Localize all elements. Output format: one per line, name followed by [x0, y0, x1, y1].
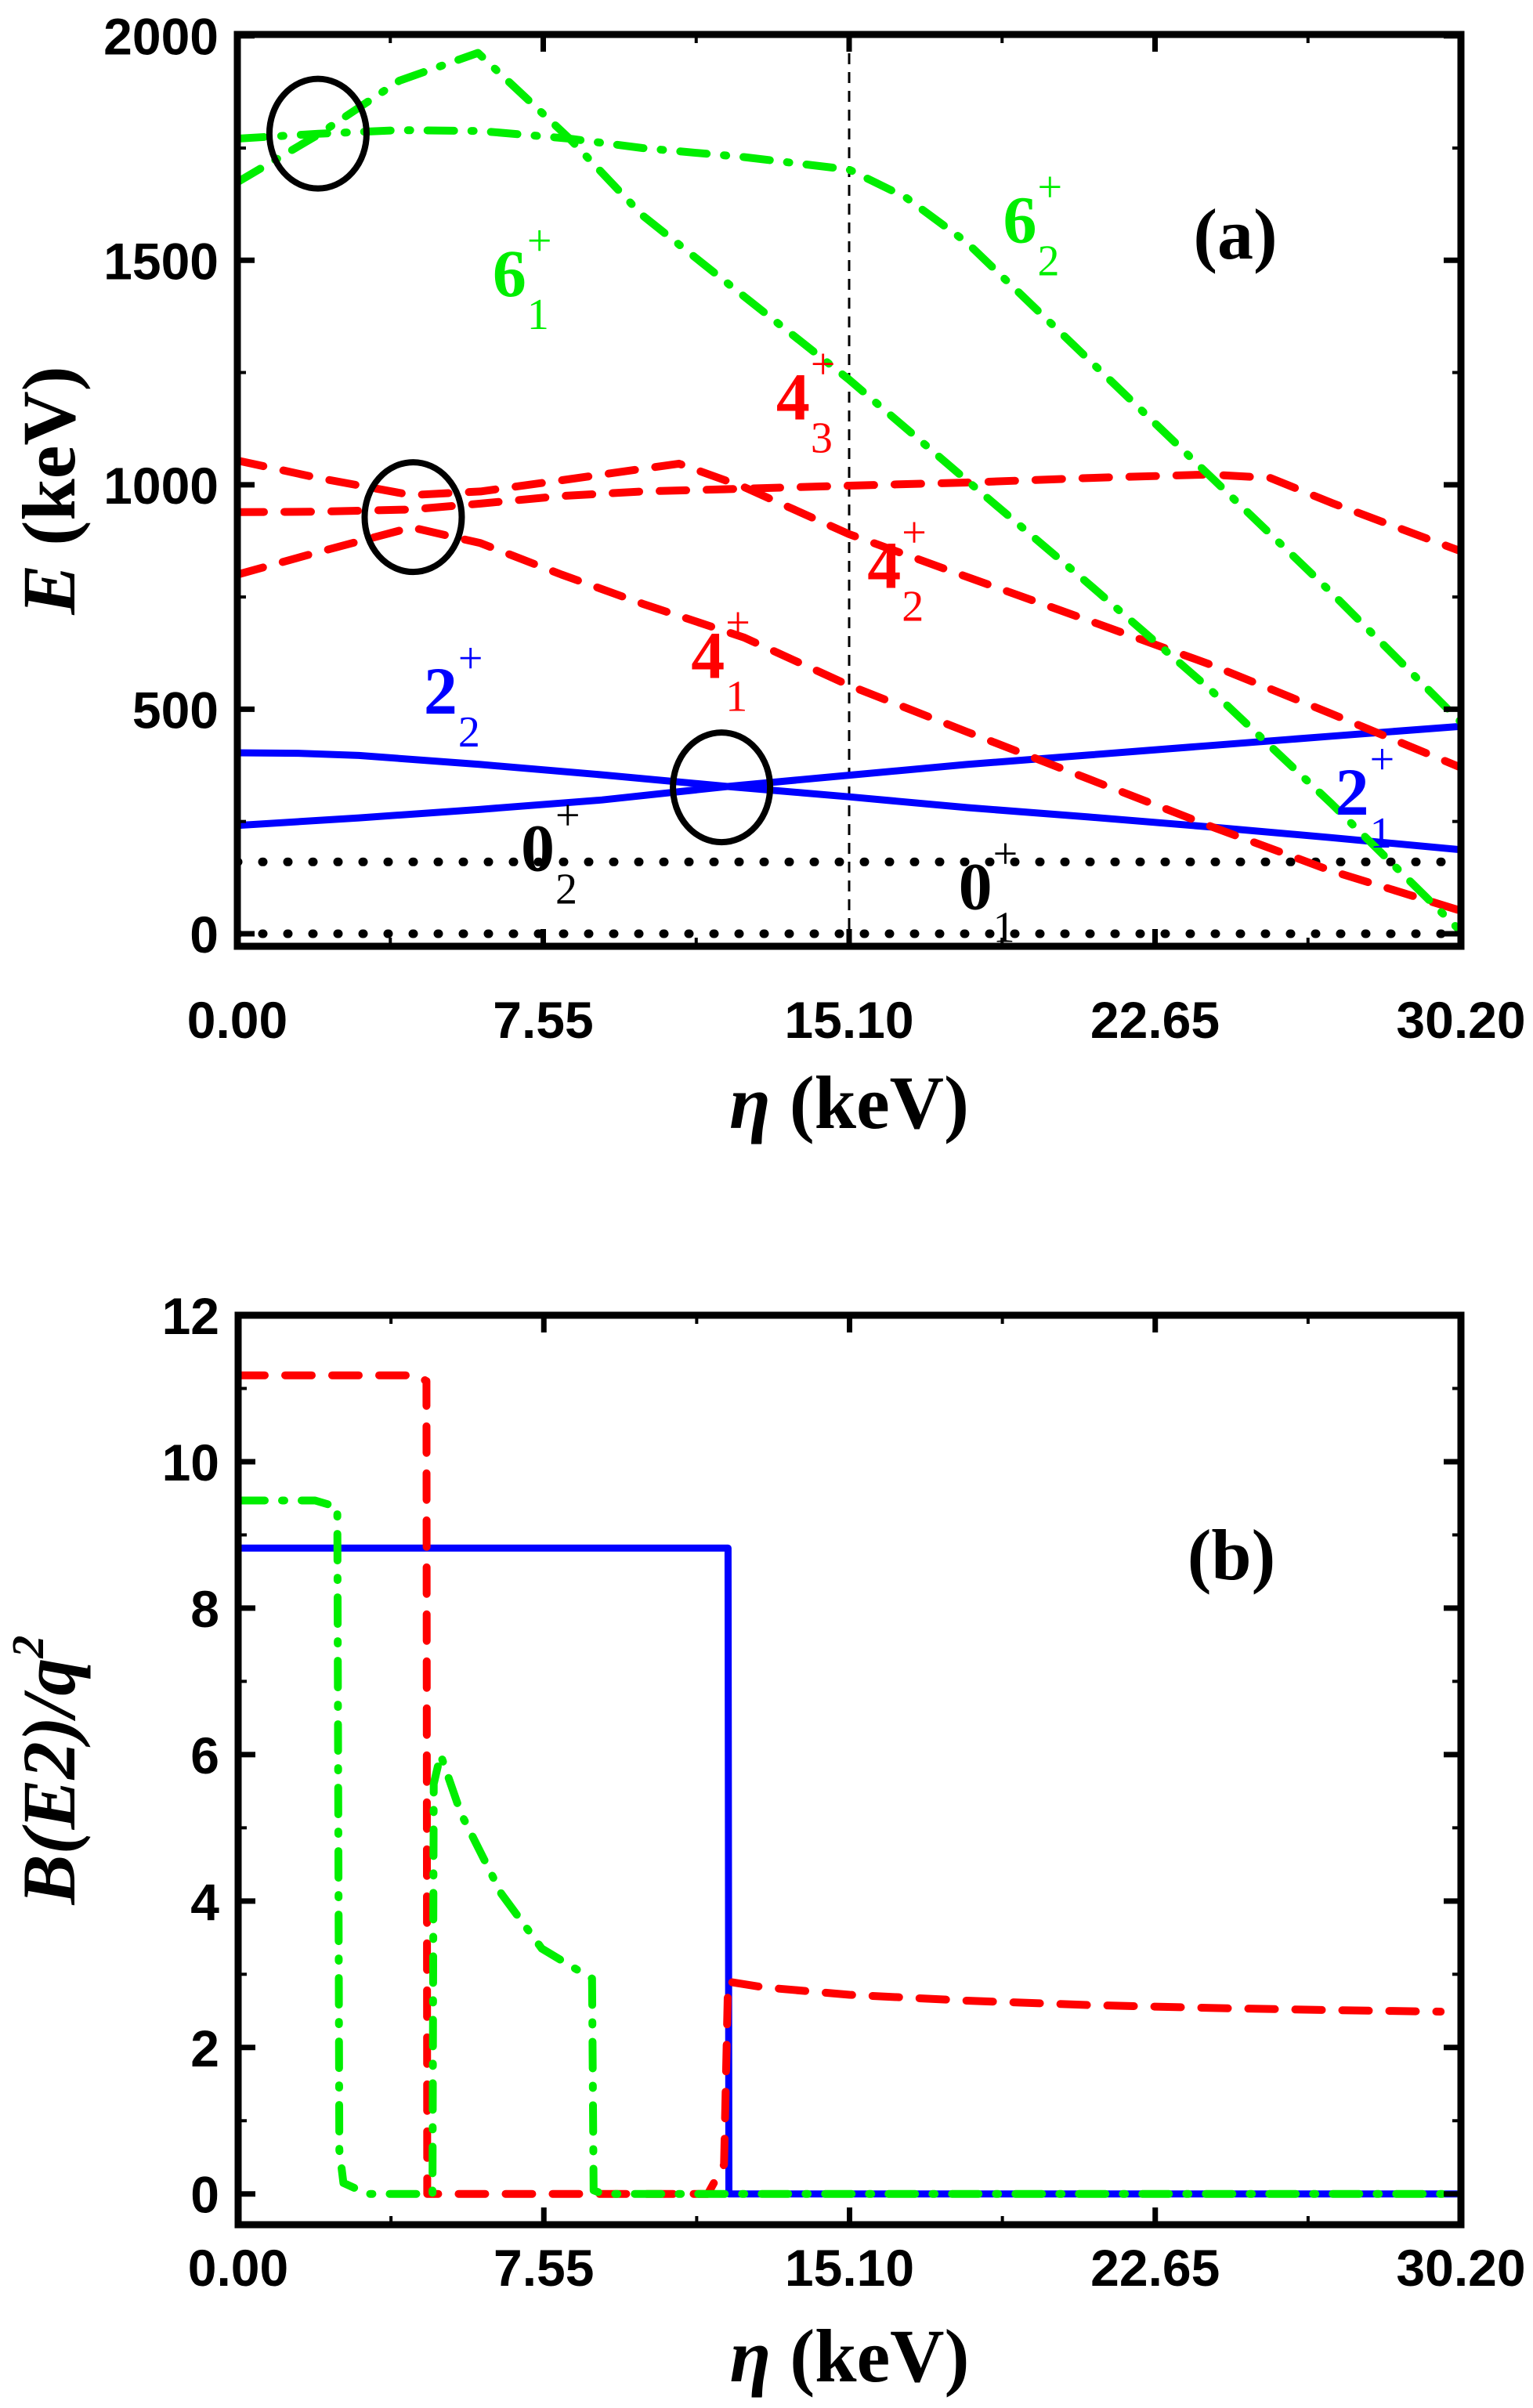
- state-label-base: 2: [1336, 754, 1369, 830]
- x-axis-unit: (keV): [771, 2314, 969, 2398]
- state-label-base: 6: [493, 236, 526, 311]
- panel-label: (a): [1193, 194, 1277, 274]
- state-label-base: 4: [691, 617, 725, 692]
- state-label-base: 0: [521, 811, 555, 886]
- y-axis-unit: (keV): [7, 366, 91, 564]
- state-label-sub: 1: [1370, 809, 1392, 858]
- state-label-sub: 1: [725, 672, 747, 721]
- state-label-sup: +: [725, 598, 750, 647]
- state-label-sup: +: [811, 341, 836, 389]
- state-label-base: 4: [867, 528, 901, 603]
- x-axis-title: η (keV): [730, 2314, 970, 2398]
- panel-a-energy-levels: 0.00 7.55 15.10 22.65 30.20 0 500 1000 1500 2000 η…: [7, 8, 1526, 1144]
- y-tick-label: 8: [190, 1580, 219, 1638]
- state-label-sup: +: [1370, 736, 1395, 784]
- series-group: [237, 49, 1461, 938]
- x-tick-label: 22.65: [1090, 991, 1220, 1049]
- state-label-2-2: 2 +2: [424, 635, 483, 757]
- annotation-circle-0: [266, 75, 370, 192]
- state-label-base: 2: [424, 653, 457, 729]
- y-tick-label: 0: [190, 906, 219, 964]
- x-tick-label: 0.00: [188, 2239, 288, 2297]
- state-label-4-3: 4 +3: [776, 341, 836, 463]
- state-label-sub: 2: [458, 708, 480, 757]
- series-group: [238, 1371, 1461, 2198]
- x-tick-label: 0.00: [187, 991, 287, 1049]
- y-axis-symbol: E: [7, 565, 91, 616]
- x-tick-label: 15.10: [785, 2239, 914, 2297]
- y-tick-label: 10: [162, 1434, 219, 1491]
- x-tick-label: 7.55: [493, 991, 593, 1049]
- y-tick-label: 6: [190, 1726, 219, 1784]
- state-label-sup: +: [902, 509, 927, 558]
- state-label-0-1: 0 +1: [959, 830, 1018, 952]
- series-line-l4-4: [237, 456, 1461, 772]
- x-tick-label: 15.10: [784, 991, 913, 1049]
- state-label-base: 4: [776, 360, 810, 435]
- state-label-4-2: 4 +2: [867, 509, 927, 631]
- series-line-l2-3: [237, 749, 1461, 854]
- y-axis-title: B(E2)/q2: [2, 1636, 91, 1906]
- series-line-l6-8: [237, 126, 1461, 726]
- x-axis-symbol: η: [730, 2314, 772, 2398]
- x-tick-label: 7.55: [494, 2239, 594, 2297]
- state-label-6-1: 6 +1: [493, 217, 552, 339]
- x-axis-unit: (keV): [771, 1061, 969, 1144]
- annotation-circle-1: [361, 459, 465, 576]
- state-label-sub: 3: [811, 414, 833, 463]
- panel-label: (b): [1188, 1515, 1275, 1595]
- state-label-sub: 2: [902, 583, 924, 631]
- state-label-sup: +: [555, 792, 580, 841]
- x-tick-label: 30.20: [1396, 2239, 1525, 2297]
- series-line-l4-5: [237, 470, 1461, 555]
- x-axis-title: η (keV): [729, 1061, 969, 1144]
- y-axis-superscript: 2: [2, 1636, 53, 1659]
- state-label-2-1: 2 +1: [1336, 736, 1395, 858]
- y-tick-label: 2000: [103, 8, 219, 66]
- x-tick-label: 30.20: [1396, 991, 1525, 1049]
- series-line-l4-1: [238, 1371, 1445, 2198]
- state-label-4-1: 4 +1: [691, 598, 750, 721]
- annotation-circle-2: [670, 729, 774, 846]
- state-label-6-2: 6 +2: [1003, 163, 1063, 285]
- state-label-sub: 1: [527, 291, 549, 339]
- y-axis-text: B(E2)/q: [7, 1658, 91, 1906]
- state-label-sub: 2: [555, 866, 577, 914]
- state-label-base: 6: [1003, 182, 1037, 257]
- y-tick-label: 12: [162, 1287, 219, 1345]
- state-label-0-2: 0 +2: [521, 792, 580, 914]
- state-label-sup: +: [527, 217, 552, 266]
- y-tick-label: 1000: [103, 457, 219, 515]
- series-line-l6-2: [238, 1496, 1461, 2198]
- y-tick-label: 1500: [103, 232, 219, 290]
- series-line-l6-7: [237, 49, 1461, 936]
- series-line-l2-2: [237, 722, 1461, 830]
- state-label-sup: +: [458, 635, 483, 683]
- x-tick-label: 22.65: [1090, 2239, 1220, 2297]
- series-line-l4-6: [237, 523, 1461, 915]
- y-tick-label: 0: [190, 2166, 219, 2224]
- state-label-sub: 1: [993, 903, 1015, 952]
- state-label-sup: +: [1038, 163, 1063, 212]
- state-label-sup: +: [993, 830, 1018, 878]
- panel-b-be2-transitions: 0.00 7.55 15.10 22.65 30.20 0 2 4 6 8 10 12 η (keV) B…: [2, 1287, 1526, 2398]
- state-label-sub: 2: [1038, 237, 1060, 285]
- x-axis-symbol: η: [729, 1061, 771, 1144]
- state-label-base: 0: [959, 848, 992, 924]
- y-axis-title: E (keV): [7, 366, 91, 615]
- y-tick-label: 500: [132, 681, 219, 739]
- y-tick-label: 2: [190, 2019, 219, 2077]
- y-tick-label: 4: [190, 1873, 219, 1931]
